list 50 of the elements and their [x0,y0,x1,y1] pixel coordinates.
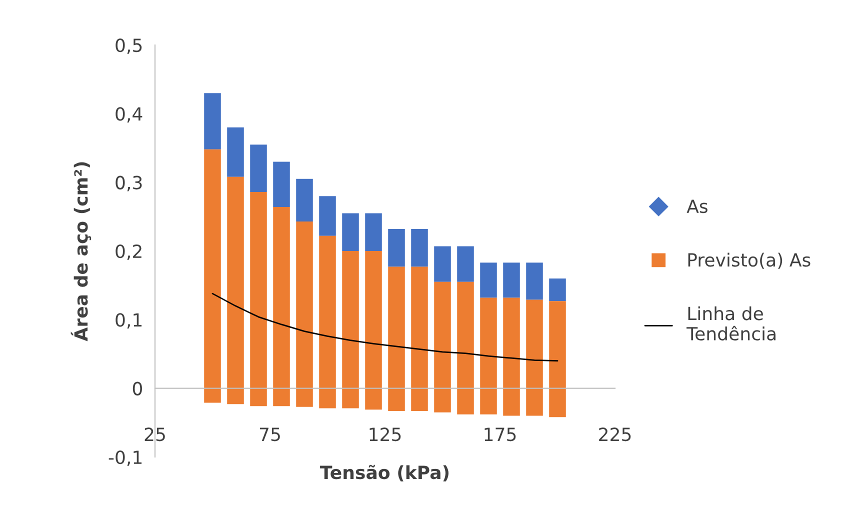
x-tick-label: 125 [370,428,401,442]
y-tick-label: 0,1 [116,313,142,329]
bar [342,251,359,408]
bar [480,298,497,414]
bar [319,196,336,236]
x-tick-label: 225 [599,428,631,442]
y-tick-label: 0,5 [116,38,142,54]
legend-label: Previsto(a) As [688,252,810,269]
x-tick-label: 25 [144,428,165,442]
bar [503,262,520,298]
legend-label: As [686,200,708,214]
bar [296,178,313,222]
bar [250,192,267,406]
x-tick-label: 75 [260,428,280,442]
bar [296,221,313,407]
line-series [212,292,558,362]
bar [273,207,290,406]
x-tick-label: 175 [484,428,516,442]
bar [365,251,382,410]
bar [526,300,543,416]
bar [480,262,497,298]
bar [411,266,428,411]
legend-label: Linha de Tendência [686,306,776,341]
bar [549,278,566,302]
bar [457,282,474,414]
bar [273,162,290,208]
bar [434,246,451,282]
bar [365,213,382,251]
bar [204,149,221,403]
x-axis-title: Tensão (kPa) [320,464,448,482]
bar [503,298,520,416]
bar [411,229,428,267]
bar [319,236,336,408]
bar [204,93,221,150]
y-tick-label: -0,1 [108,450,142,466]
bar [227,176,244,404]
y-tick-label: 0,4 [116,107,142,123]
y-axis-title: Área de aço (cm²) [70,162,92,342]
bar [549,301,566,418]
y-tick-label: 0 [132,382,142,396]
bar [227,127,244,177]
bar [388,266,405,411]
bar [250,144,267,192]
y-tick-label: 0,3 [116,176,142,192]
y-tick-label: 0,2 [116,244,142,260]
bar [342,213,359,251]
bar [388,229,405,267]
bar [457,246,474,282]
bar [526,262,543,300]
bar [434,282,451,412]
